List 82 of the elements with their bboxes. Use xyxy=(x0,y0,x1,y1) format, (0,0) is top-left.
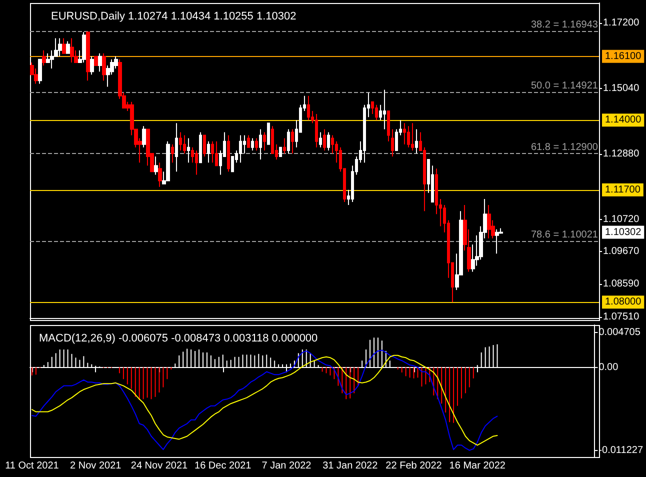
y-tick-label: 1.10720 xyxy=(603,214,640,226)
candlestick xyxy=(495,228,499,254)
candlestick xyxy=(255,138,258,151)
candlestick xyxy=(287,128,290,154)
candlestick xyxy=(211,140,214,164)
candlestick xyxy=(391,128,394,158)
candlestick xyxy=(142,126,146,148)
candlestick xyxy=(171,144,174,164)
candlestick xyxy=(66,40,70,54)
candlestick xyxy=(407,126,410,148)
x-tick-label: 24 Nov 2021 xyxy=(130,460,188,472)
candlestick xyxy=(239,134,242,164)
candlestick xyxy=(251,138,254,151)
y-tick-label: 1.12880 xyxy=(603,148,640,160)
candlestick xyxy=(323,128,326,151)
x-tick-label: 11 Oct 2021 xyxy=(5,460,60,472)
candlestick xyxy=(283,138,286,154)
ref-line-label: 50.0 = 1.14921 xyxy=(530,80,598,92)
candlestick xyxy=(98,52,102,72)
candlestick xyxy=(387,110,390,142)
candlestick xyxy=(175,122,178,172)
candlestick xyxy=(247,134,250,148)
x-tick-label: 16 Mar 2022 xyxy=(449,460,506,472)
candlestick xyxy=(42,50,46,66)
ref-line-label: 61.8 = 1.12900 xyxy=(530,142,598,153)
candlestick xyxy=(215,140,218,166)
candlestick xyxy=(227,134,230,172)
candlestick xyxy=(90,56,94,76)
x-tick-label: 16 Dec 2021 xyxy=(194,460,252,472)
candlestick xyxy=(158,162,162,188)
candlestick xyxy=(195,150,198,176)
candlestick xyxy=(199,132,202,164)
candlestick xyxy=(70,38,74,63)
candlestick xyxy=(102,52,106,82)
candlestick xyxy=(179,132,182,151)
y-tick-label: 1.08590 xyxy=(603,278,640,290)
candlestick xyxy=(315,114,318,148)
y-tick-label: 0.004705 xyxy=(598,326,641,338)
candlestick xyxy=(82,32,86,63)
candlestick xyxy=(187,138,190,164)
x-tick-label: 2 Nov 2021 xyxy=(70,460,122,472)
y-tick-label: 1.15040 xyxy=(603,83,640,94)
x-tick-label: 7 Jan 2022 xyxy=(262,460,312,472)
candlestick xyxy=(58,38,62,57)
ref-line-label: 1.11700 xyxy=(605,184,641,196)
candlestick xyxy=(267,122,270,145)
candlestick xyxy=(327,132,330,151)
candlestick xyxy=(154,156,158,176)
text: MACD(12,26,9) -0.006075 -0.008473 0.003118 0.000000 xyxy=(39,332,318,344)
candlestick xyxy=(383,89,386,130)
x-tick-label: 31 Jan 2022 xyxy=(322,460,378,472)
candlestick xyxy=(263,132,266,151)
ref-line-label: 78.6 = 1.10021 xyxy=(530,229,598,240)
ref-line-label: 1.14000 xyxy=(605,114,642,126)
y-tick-label: -0.011227 xyxy=(598,445,644,456)
ref-line-label: 1.16100 xyxy=(605,50,642,62)
y-tick-label: 1.07510 xyxy=(603,312,640,322)
ref-line-label: 38.2 = 1.16943 xyxy=(530,19,598,30)
annotation: 1.10302 xyxy=(605,226,642,238)
ref-line-label: 1.08000 xyxy=(605,296,642,308)
y-tick-label: 1.09670 xyxy=(603,246,640,257)
x-tick-label: 22 Feb 2022 xyxy=(386,460,442,472)
candlestick xyxy=(94,56,98,66)
candlestick xyxy=(203,134,206,158)
candlestick xyxy=(291,128,294,154)
candlestick xyxy=(183,134,186,154)
candlestick xyxy=(375,104,378,121)
candlestick xyxy=(307,95,310,121)
candlestick xyxy=(207,140,210,164)
text: EURUSD,Daily 1.10274 1.10434 1.10255 1.10302 xyxy=(51,10,296,22)
candlestick xyxy=(259,128,262,160)
candlestick xyxy=(403,122,406,145)
candlestick xyxy=(279,146,282,158)
candlestick xyxy=(319,132,322,148)
candlestick xyxy=(86,32,90,82)
candlestick xyxy=(411,122,414,151)
candlestick xyxy=(62,38,66,54)
candlestick xyxy=(415,128,418,154)
candlestick xyxy=(38,58,42,84)
candlestick xyxy=(487,204,491,239)
candlestick xyxy=(166,140,170,182)
y-tick-label: 1.17200 xyxy=(603,18,640,29)
